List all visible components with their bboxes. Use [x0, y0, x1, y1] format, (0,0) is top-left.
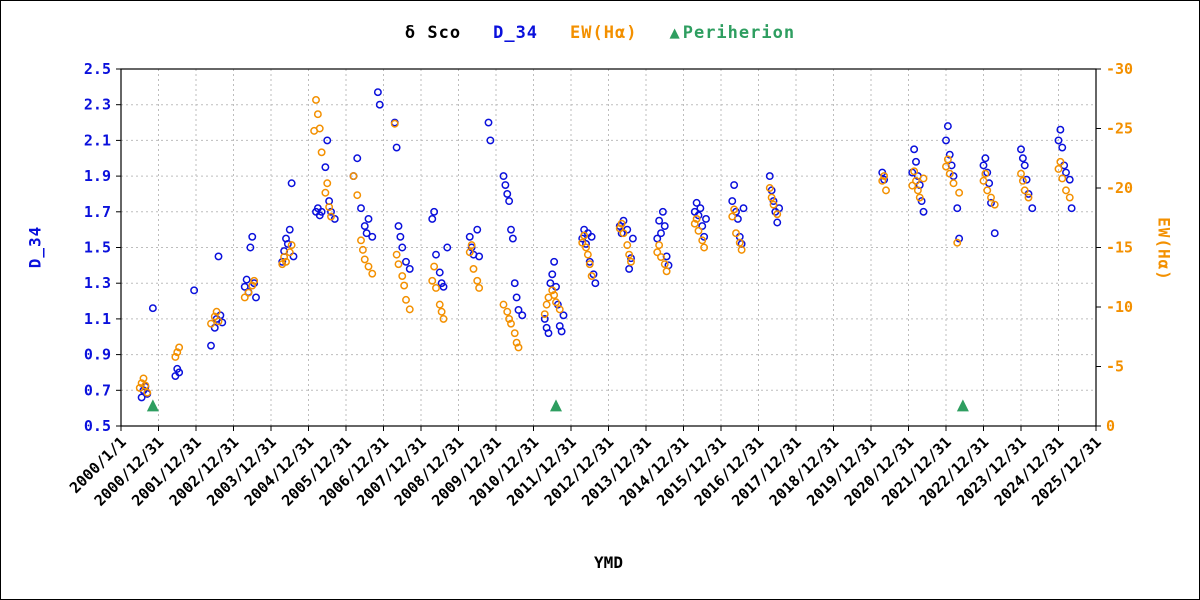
svg-text:2.5: 2.5	[84, 60, 111, 78]
svg-text:1.5: 1.5	[84, 239, 111, 257]
legend-label-periherion: Periherion	[682, 23, 796, 43]
svg-text:0.9: 0.9	[84, 346, 111, 364]
svg-text:-25: -25	[1106, 120, 1133, 138]
svg-text:1.3: 1.3	[84, 274, 111, 292]
legend-label-delta-sco: δ Sco	[404, 23, 462, 43]
legend-label-d34: D_34	[493, 23, 539, 43]
legend-item-delta-sco: δ Sco	[405, 23, 461, 43]
svg-text:-10: -10	[1106, 298, 1133, 316]
legend-item-d34: D_34	[493, 23, 538, 43]
x-axis-title: YMD	[594, 553, 623, 572]
svg-text:2.3: 2.3	[84, 96, 111, 114]
svg-text:0.7: 0.7	[84, 381, 111, 399]
svg-text:1.7: 1.7	[84, 203, 111, 221]
triangle-marker-icon: ▲	[669, 23, 681, 43]
svg-text:-30: -30	[1106, 60, 1133, 78]
svg-text:-15: -15	[1106, 239, 1133, 257]
svg-text:0: 0	[1106, 417, 1115, 435]
legend-item-periherion: ▲ Periherion	[669, 23, 795, 43]
legend-label-ew-halpha: EW(Hα)	[570, 23, 638, 43]
legend-item-ew-halpha: EW(Hα)	[570, 23, 637, 43]
svg-text:1.1: 1.1	[84, 310, 111, 328]
svg-text:-20: -20	[1106, 179, 1133, 197]
chart-legend: δ Sco D_34 EW(Hα) ▲ Periherion	[1, 23, 1199, 43]
svg-text:2.1: 2.1	[84, 131, 111, 149]
svg-text:-5: -5	[1106, 358, 1124, 376]
svg-text:0.5: 0.5	[84, 417, 111, 435]
svg-text:1.9: 1.9	[84, 167, 111, 185]
